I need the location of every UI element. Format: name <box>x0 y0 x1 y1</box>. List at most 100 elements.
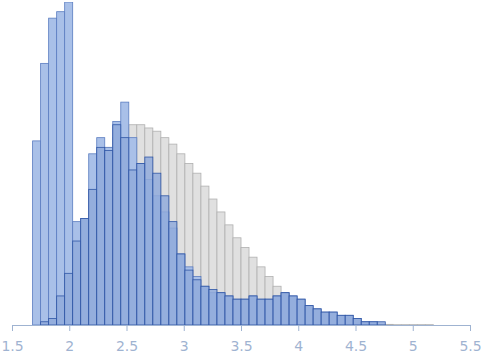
histogram-bar <box>353 319 361 325</box>
x-tick-label: 5 <box>409 338 418 354</box>
histogram-bar <box>265 277 273 325</box>
x-tick-mark <box>241 325 242 331</box>
histogram-bar <box>57 12 65 325</box>
histogram-bar <box>97 147 105 325</box>
histogram-bar <box>41 63 49 325</box>
x-tick: 5 <box>409 325 418 354</box>
series-bars <box>57 125 434 325</box>
histogram-bar <box>241 247 249 325</box>
histogram-bar <box>217 212 225 325</box>
histogram-bar <box>369 322 377 325</box>
histogram-bar <box>129 170 137 325</box>
histogram-bar <box>401 325 409 326</box>
histogram-bar <box>41 322 49 325</box>
histogram-bar <box>337 315 345 325</box>
histogram-bar <box>305 306 313 325</box>
histogram-bar <box>425 324 433 325</box>
histogram-bar <box>321 312 329 325</box>
histogram-bar <box>369 322 377 325</box>
histogram-bar <box>265 299 273 325</box>
histogram-bar <box>65 273 73 325</box>
histogram-bar <box>257 299 265 325</box>
histogram-bar <box>33 325 41 326</box>
histogram-bar <box>385 325 393 326</box>
histogram-bar <box>201 186 209 325</box>
histogram-bar <box>233 299 241 325</box>
x-tick: 3.5 <box>230 325 252 354</box>
histogram-bar <box>137 125 145 325</box>
histogram-bar <box>417 325 425 326</box>
histogram-bar <box>217 293 225 325</box>
histogram-bar <box>105 147 113 325</box>
histogram-bar <box>417 325 425 326</box>
histogram-bar <box>313 309 321 325</box>
histogram-bar <box>345 315 353 325</box>
histogram-bar <box>49 319 57 325</box>
histogram-bar <box>393 325 401 326</box>
x-tick-label: 4.5 <box>345 338 367 354</box>
x-tick-mark <box>470 325 471 331</box>
histogram-bar <box>73 222 81 325</box>
histogram-bar <box>409 325 417 326</box>
x-tick-label: 5.5 <box>459 338 481 354</box>
histogram-bar <box>401 324 409 325</box>
histogram-bar <box>425 325 433 326</box>
x-tick-mark <box>127 325 128 331</box>
histogram-bar <box>89 154 97 325</box>
histogram-bar <box>273 296 281 325</box>
chart: 1.522.533.544.555.5 <box>0 0 484 363</box>
histogram-bar <box>49 18 57 325</box>
histogram-bar <box>281 293 289 325</box>
histogram-bar <box>401 325 409 326</box>
histogram-bar <box>209 289 217 325</box>
series-bars <box>33 2 378 325</box>
histogram-bar <box>137 164 145 326</box>
x-axis-line <box>13 326 471 332</box>
histogram-bar <box>281 293 289 325</box>
histogram-bar <box>241 299 249 325</box>
histogram-bar <box>153 173 161 325</box>
histogram-bar <box>337 315 345 325</box>
histogram-bar <box>89 189 97 325</box>
histogram-bar <box>249 257 257 325</box>
histogram-bar <box>129 125 137 325</box>
histogram-bar <box>113 125 121 325</box>
histogram-bar <box>145 128 153 325</box>
histogram-bar <box>185 270 193 325</box>
histogram-bar <box>145 157 153 325</box>
x-tick: 4.5 <box>345 325 367 354</box>
x-tick-mark <box>413 325 414 331</box>
x-tick: 2 <box>65 325 74 354</box>
histogram-bar <box>297 299 305 325</box>
histogram-bar <box>177 154 185 325</box>
x-axis: 1.522.533.544.555.5 <box>1 325 481 354</box>
x-tick-mark <box>298 325 299 331</box>
histogram-bar <box>241 299 249 325</box>
histogram-bar <box>393 325 401 326</box>
histogram-bar <box>345 315 353 325</box>
histogram-bar <box>121 102 129 325</box>
x-tick-mark <box>184 325 185 331</box>
histogram-bar <box>249 296 257 325</box>
histogram-bar <box>297 299 305 325</box>
histogram-bar <box>201 286 209 325</box>
histogram-bar <box>321 312 329 325</box>
x-tick-mark <box>12 325 13 331</box>
histogram-bar <box>225 296 233 325</box>
histogram-bar <box>233 299 241 325</box>
x-tick: 4 <box>294 325 303 354</box>
series-bars <box>41 125 386 325</box>
histogram-bar <box>161 196 169 325</box>
x-tick: 5.5 <box>459 325 481 354</box>
histogram-bar <box>249 296 257 325</box>
x-tick-label: 2.5 <box>116 338 138 354</box>
histogram-bar <box>193 173 201 325</box>
histogram-bar <box>225 225 233 325</box>
histogram-bar <box>361 322 369 325</box>
plot-area <box>33 2 434 325</box>
x-tick-label: 2 <box>65 338 74 354</box>
histogram-bar <box>105 151 113 325</box>
histogram-bar <box>57 296 65 325</box>
histogram-bar <box>409 324 417 325</box>
histogram-bar <box>193 277 201 325</box>
